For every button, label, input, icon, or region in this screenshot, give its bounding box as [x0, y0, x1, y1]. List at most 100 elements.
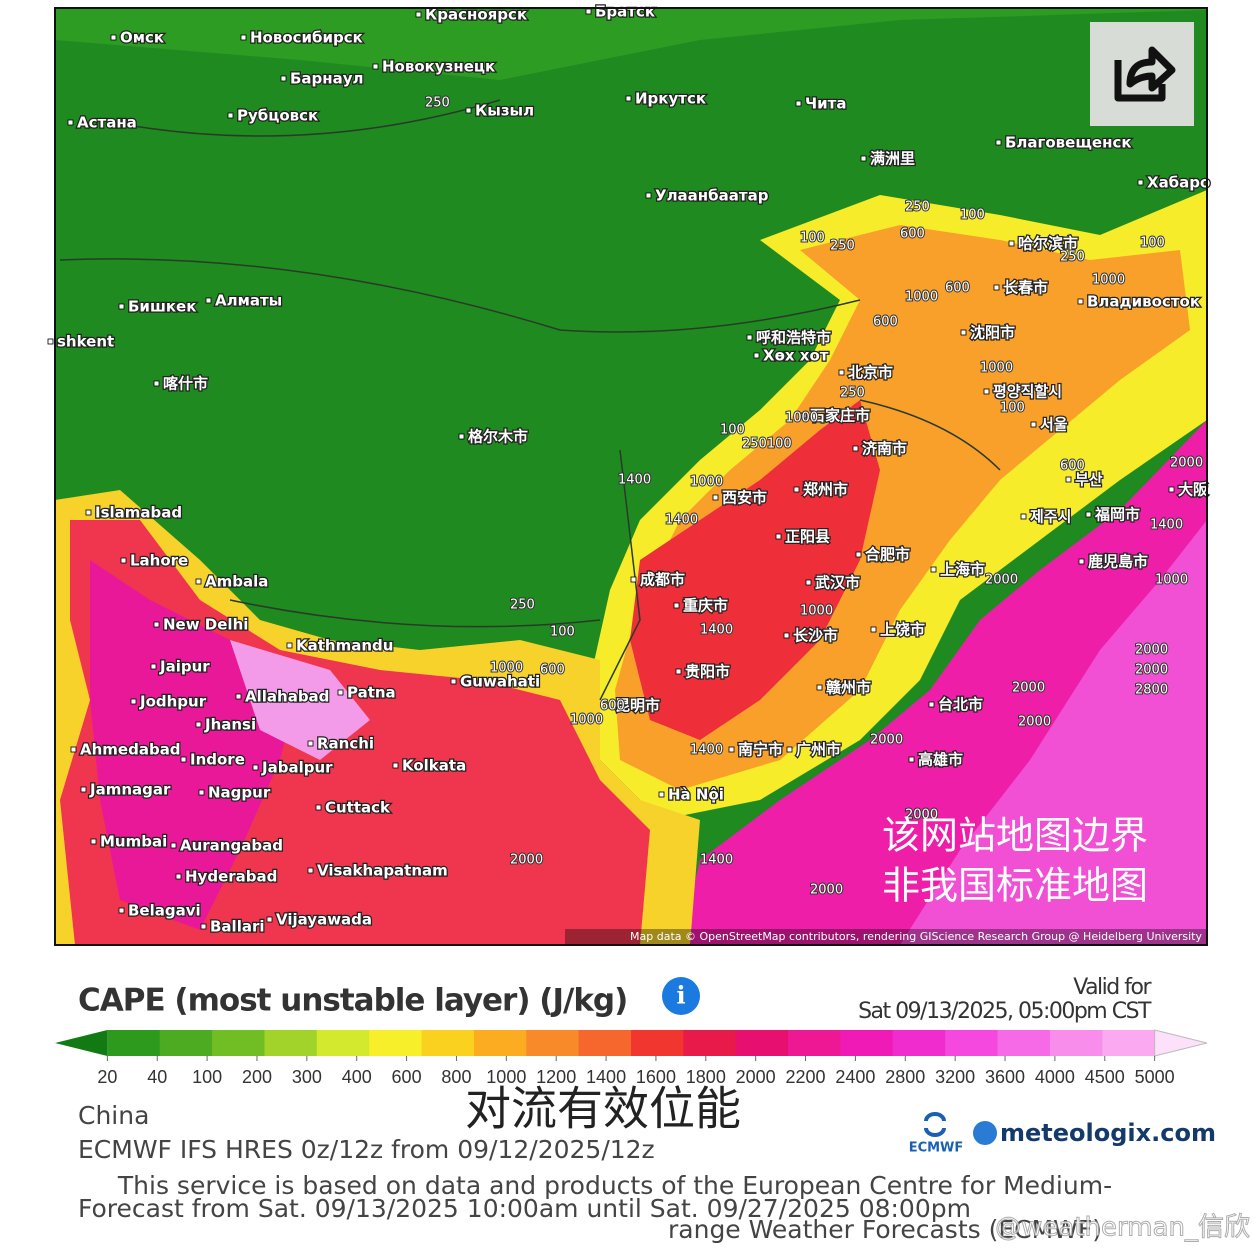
city-label: 武汉市 [815, 574, 860, 592]
colorbar-swatch [997, 1030, 1051, 1056]
city-label: 台北市 [938, 696, 983, 714]
city-marker [120, 557, 127, 564]
city-marker [630, 576, 637, 583]
colorbar-tick-label: 1600 [636, 1067, 676, 1087]
watermark: @weatherman_信欣 [995, 1213, 1250, 1243]
city-label: 부산 [1075, 471, 1103, 489]
city-marker [465, 107, 472, 114]
colorbar-tick-label: 2200 [786, 1067, 826, 1087]
city-label: 格尔木市 [468, 428, 528, 446]
city-marker [816, 684, 823, 691]
city-label: Hyderabad [185, 868, 277, 886]
city-marker [252, 764, 259, 771]
city-marker [585, 8, 592, 15]
map-region [55, 8, 1207, 80]
colorbar-swatch [421, 1030, 475, 1056]
city-marker [153, 621, 160, 628]
colorbar-swatch [212, 1030, 265, 1056]
colorbar-swatch [264, 1030, 318, 1056]
share-icon[interactable] [1114, 46, 1176, 102]
city-label: 哈尔滨市 [1018, 235, 1078, 253]
colorbar-tick-label: 40 [147, 1067, 167, 1087]
city-marker [1077, 298, 1084, 305]
city-marker [995, 139, 1002, 146]
city-marker [315, 804, 322, 811]
city-label: Lahore [130, 552, 188, 570]
contour-label: 2000 [1170, 456, 1203, 471]
share-button[interactable] [1090, 22, 1194, 126]
city-label: Hà Nội [668, 786, 724, 804]
border-line [59, 99, 1001, 701]
contour-label: 250 [510, 598, 535, 613]
city-label: Новокузнецк [382, 58, 495, 76]
map-note: 非我国标准地图 [882, 864, 1148, 908]
city-marker [605, 702, 612, 709]
colorbar-tick-label: 2800 [885, 1067, 925, 1087]
colorbar-swatch [1102, 1030, 1156, 1056]
forecast-range: Forecast from Sat. 09/13/2025 10:00am un… [78, 1194, 971, 1223]
model-info: ECMWF IFS HRES 0z/12z from 09/12/2025/12… [78, 1135, 655, 1164]
colorbar-tick-label: 1800 [686, 1067, 726, 1087]
city-label: Улаанбаатар [655, 187, 769, 205]
contour-label: 1400 [618, 473, 651, 488]
city-label: 上饶市 [880, 621, 925, 639]
city-marker [458, 433, 465, 440]
city-marker [118, 907, 125, 914]
colorbar-swatch [892, 1030, 946, 1056]
colorbar-swatch [683, 1030, 737, 1056]
city-label: Бишкек [128, 298, 196, 316]
contour-label: 1000 [1092, 273, 1125, 288]
city-marker [673, 602, 680, 609]
city-label: Ballari [210, 918, 265, 936]
city-label: 昆明市 [615, 697, 660, 715]
map-region [230, 640, 370, 760]
colorbar-swatch [578, 1030, 632, 1056]
city-label: 沈阳市 [970, 324, 1015, 342]
site-logo-mark [973, 1121, 997, 1145]
city-marker [800, 412, 807, 419]
contour-label: 600 [900, 227, 925, 242]
info-glyph[interactable]: i [676, 981, 685, 1010]
city-label: Хабаро [1147, 174, 1210, 192]
city-label: Jabalpur [261, 759, 333, 777]
city-label: 高雄市 [918, 751, 963, 769]
contour-label: 600 [1060, 459, 1085, 474]
contour-label: 600 [873, 315, 898, 330]
contour-label: 1400 [690, 743, 723, 758]
city-label: Ambala [205, 573, 268, 591]
city-label: Омск [120, 29, 164, 47]
info-icon[interactable] [662, 977, 700, 1015]
city-label: Visakhapatnam [317, 862, 448, 880]
colorbar-tick-label: 1200 [536, 1067, 576, 1087]
contour-label: 2000 [1135, 643, 1168, 658]
contour-label: 2000 [810, 883, 843, 898]
contour-label: 100 [1140, 236, 1165, 251]
city-marker [415, 11, 422, 18]
city-label: 郑州市 [803, 481, 848, 499]
colorbar-swatch [945, 1030, 999, 1056]
city-marker [130, 698, 137, 705]
city-label: Belagavi [128, 902, 201, 920]
city-marker [337, 689, 344, 696]
city-label: Кызыл [475, 102, 534, 120]
legend-title: CAPE (most unstable layer) (J/kg) [78, 983, 627, 1019]
colorbar-swatch [159, 1030, 213, 1056]
colorbar-swatch [631, 1030, 684, 1056]
city-label: 石家庄市 [809, 407, 870, 425]
city-label: Indore [190, 751, 245, 769]
city-marker [960, 329, 967, 336]
info-button[interactable]: i [662, 977, 700, 1015]
contour-label: 600 [540, 663, 565, 678]
contour-label: 1000 [1155, 573, 1188, 588]
colorbar-swatch [735, 1030, 789, 1056]
city-marker [180, 756, 187, 763]
city-marker [67, 119, 74, 126]
contour-labels: 2502501002506001002501001000600100060010… [424, 95, 1204, 899]
service-text: This service is based on data and produc… [117, 1171, 1112, 1200]
city-marker [47, 338, 54, 345]
city-label: Mumbai [100, 833, 167, 851]
city-label: Владивосток [1087, 293, 1200, 311]
city-marker [855, 551, 862, 558]
city-marker [675, 668, 682, 675]
city-marker [658, 791, 665, 798]
